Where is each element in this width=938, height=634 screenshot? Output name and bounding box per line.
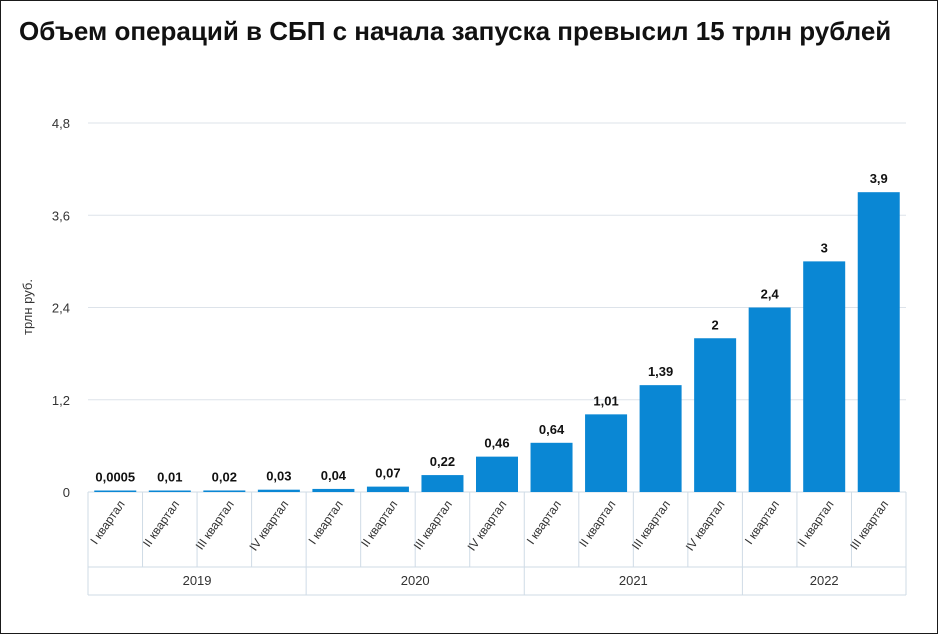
bar-value-label: 0,22 xyxy=(430,454,455,469)
bar-value-label: 1,01 xyxy=(593,393,618,408)
category-tick-label: IV квартал xyxy=(683,498,728,554)
chart-title: Объем операций в СБП с начала запуска пр… xyxy=(19,16,892,46)
category-tick-label: III квартал xyxy=(193,498,237,553)
category-tick-label: I квартал xyxy=(742,498,782,547)
bar xyxy=(312,488,355,492)
bar xyxy=(530,442,573,492)
y-tick-label: 1,2 xyxy=(52,393,70,408)
bar-value-label: 2,4 xyxy=(761,287,780,302)
bar xyxy=(803,261,846,492)
year-group-label: 2019 xyxy=(183,573,212,588)
bar xyxy=(203,490,246,492)
y-tick-label: 0 xyxy=(63,485,70,500)
y-tick-label: 2,4 xyxy=(52,301,70,316)
year-group-label: 2021 xyxy=(619,573,648,588)
bar-value-label: 0,03 xyxy=(266,469,291,484)
bar-value-label: 0,04 xyxy=(321,468,347,483)
category-tick-label: I квартал xyxy=(524,498,564,547)
bar xyxy=(94,490,137,492)
bar-value-label: 0,02 xyxy=(212,469,237,484)
bar-value-label: 0,01 xyxy=(157,470,182,485)
bar-value-label: 0,64 xyxy=(539,422,565,437)
category-tick-label: II квартал xyxy=(140,498,182,550)
bar-value-label: 3,9 xyxy=(870,171,888,186)
bar-value-label: 3 xyxy=(821,240,828,255)
bar xyxy=(148,490,191,492)
bar xyxy=(366,486,409,492)
category-tick-label: IV квартал xyxy=(465,498,510,554)
bar xyxy=(857,192,900,492)
category-tick-label: I квартал xyxy=(87,498,127,547)
y-tick-label: 3,6 xyxy=(52,208,70,223)
category-tick-label: II квартал xyxy=(358,498,400,550)
bar-value-label: 0,07 xyxy=(375,466,400,481)
y-tick-label: 4,8 xyxy=(52,116,70,131)
y-axis-title: трлн руб. xyxy=(20,279,35,335)
bar-value-label: 0,46 xyxy=(484,436,509,451)
category-tick-label: III квартал xyxy=(629,498,673,553)
category-tick-label: IV квартал xyxy=(246,498,291,554)
bar xyxy=(585,414,628,492)
bar xyxy=(257,489,300,492)
bar xyxy=(748,307,791,492)
bar xyxy=(476,456,518,492)
bar-value-label: 1,39 xyxy=(648,364,673,379)
year-group-label: 2022 xyxy=(810,573,839,588)
category-tick-label: II квартал xyxy=(576,498,618,550)
bar-value-label: 2 xyxy=(712,317,719,332)
bar xyxy=(639,385,682,492)
bar xyxy=(421,475,464,492)
bar-value-label: 0,0005 xyxy=(95,470,135,485)
category-tick-label: III квартал xyxy=(411,498,455,553)
category-tick-label: II квартал xyxy=(794,498,836,550)
category-tick-label: III квартал xyxy=(847,498,891,553)
year-group-label: 2020 xyxy=(401,573,430,588)
bar xyxy=(694,338,737,492)
category-tick-label: I квартал xyxy=(306,498,346,547)
